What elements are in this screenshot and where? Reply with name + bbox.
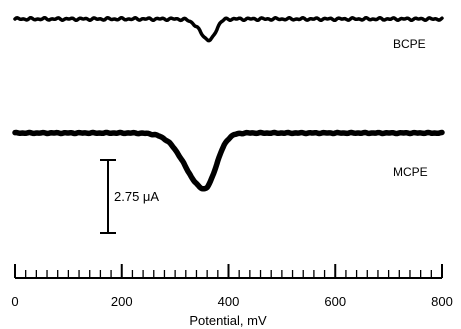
x-axis-tick-labels: 0 200 400 600 800 (11, 294, 452, 309)
series-labels-group: BCPE MCPE (393, 37, 428, 179)
x-axis-title: Potential, mV (189, 313, 267, 328)
traces-group (12, 15, 445, 192)
scale-bar: 2.75 μA (100, 159, 159, 234)
scale-bar-label: 2.75 μA (114, 189, 159, 204)
series-line-bcpe (13, 15, 444, 43)
x-axis: 0 200 400 600 800 Potential, mV (11, 264, 453, 328)
series-label-bcpe: BCPE (393, 37, 426, 51)
x-axis-ticks (14, 264, 443, 278)
x-tick-label: 600 (324, 294, 346, 309)
x-tick-label: 400 (218, 294, 240, 309)
x-tick-label: 0 (11, 294, 18, 309)
x-tick-label: 800 (431, 294, 453, 309)
series-line-mcpe (12, 129, 445, 192)
x-tick-label: 200 (111, 294, 133, 309)
series-label-mcpe: MCPE (393, 165, 428, 179)
